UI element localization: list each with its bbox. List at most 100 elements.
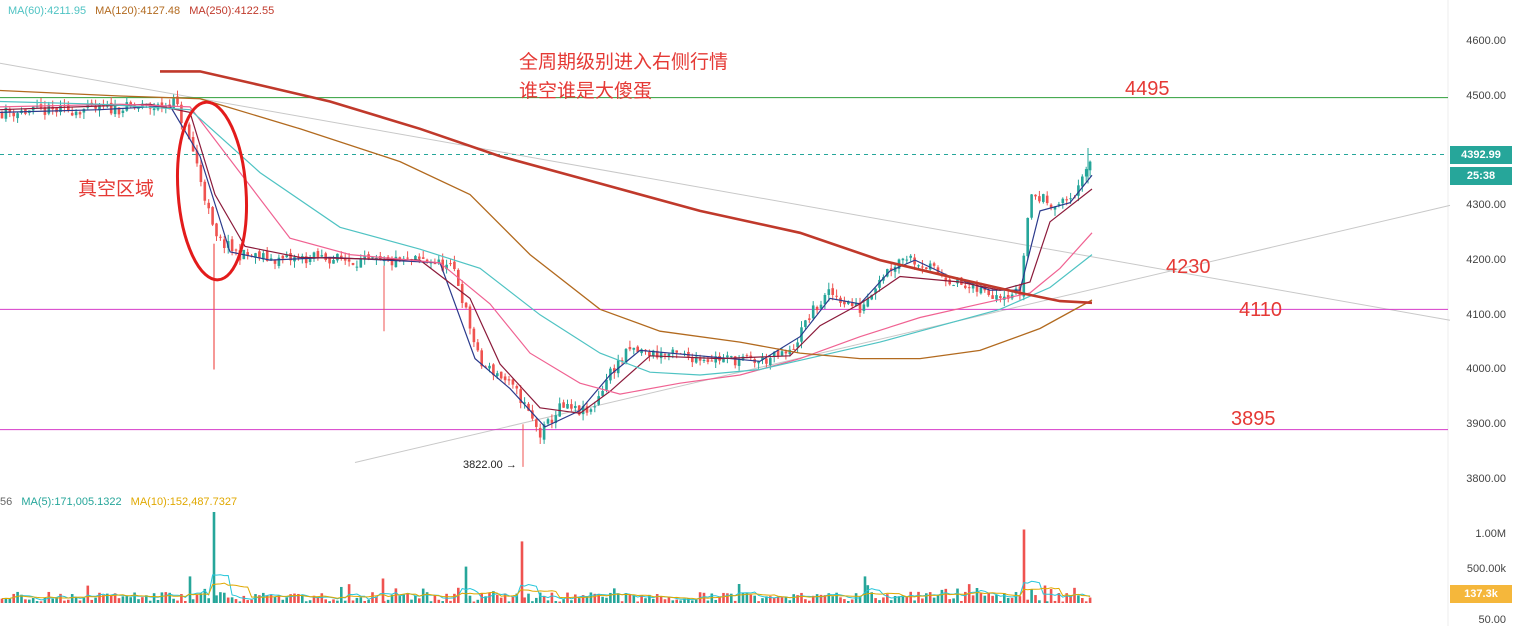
volume-bar — [367, 599, 370, 603]
candle-body — [332, 259, 335, 264]
candle-body — [960, 277, 963, 285]
y-tick-3900: 3900.00 — [1466, 418, 1506, 430]
volume-ma10-legend: MA(10):152,487.7327 — [130, 496, 238, 508]
candle-body — [648, 351, 651, 357]
volume-bar — [1014, 592, 1018, 603]
candle-body — [176, 96, 179, 105]
candle-body — [870, 294, 873, 300]
volume-bar — [995, 594, 998, 603]
volume-bar — [554, 601, 558, 603]
volume-bar — [558, 601, 561, 603]
candle-body — [1049, 204, 1053, 209]
candle-body — [570, 404, 573, 409]
volume-bar — [215, 595, 218, 603]
volume-bar — [106, 593, 109, 603]
candle-body — [850, 302, 854, 306]
candle-body — [538, 427, 542, 438]
volume-bar — [917, 591, 920, 603]
candle-body — [858, 302, 862, 313]
candle-body — [277, 257, 281, 266]
candle-body — [1045, 195, 1049, 204]
volume-bar — [363, 600, 366, 603]
volume-bar — [741, 592, 745, 603]
volume-bar — [188, 576, 192, 603]
candle-body — [632, 347, 636, 350]
volume-bar — [20, 594, 23, 603]
candle-body — [320, 255, 324, 257]
candle-body — [1006, 295, 1010, 299]
volume-bar — [28, 599, 31, 603]
candle-body — [433, 263, 437, 265]
volume-bar — [769, 596, 772, 603]
candle-body — [464, 302, 468, 308]
candle-body — [351, 263, 355, 265]
volume-bar — [788, 600, 792, 603]
volume-bar — [1018, 596, 1022, 603]
ma120-legend: MA(120):4127.48 — [95, 5, 181, 17]
candle-body — [187, 124, 191, 140]
volume-bar — [909, 591, 912, 603]
candle-body — [340, 255, 343, 259]
volume-bar — [823, 595, 827, 603]
volume-bar — [129, 597, 132, 603]
y-tick-4300: 4300.00 — [1466, 199, 1506, 211]
candle-body — [449, 263, 452, 265]
volume-bar — [648, 594, 651, 603]
volume-bar — [1057, 593, 1061, 603]
volume-bar — [671, 600, 675, 603]
candle-body — [453, 261, 456, 270]
volume-bar — [308, 600, 312, 603]
volume-bar — [925, 593, 928, 603]
candle-body — [554, 415, 558, 424]
candle-body — [109, 102, 113, 114]
candle-body — [811, 305, 815, 319]
candle-body — [854, 303, 858, 307]
candle-body — [905, 259, 909, 261]
candle-body — [757, 361, 760, 364]
candle-body — [979, 287, 983, 294]
volume-bar — [382, 601, 386, 603]
candle-body — [776, 350, 780, 357]
volume-bar — [12, 593, 15, 603]
volume-bar — [831, 596, 834, 603]
candle-body — [597, 396, 600, 405]
volume-bar — [679, 600, 682, 603]
candle-body — [507, 379, 511, 381]
candle-body — [971, 283, 975, 289]
volume-bar — [492, 591, 495, 603]
volume-bar — [343, 600, 347, 603]
volume-bar — [520, 541, 524, 603]
low-price-marker: 3822.00 → — [463, 459, 517, 471]
volume-bar — [535, 597, 538, 603]
candle-body — [769, 358, 772, 366]
volume-bar — [800, 592, 803, 603]
volume-bar — [117, 598, 121, 603]
volume-bar — [901, 595, 905, 603]
volume-bar — [523, 597, 526, 603]
candle-body — [437, 259, 441, 263]
candle-body — [0, 112, 4, 119]
candle-body — [488, 365, 491, 369]
annotation-title-line2: 谁空谁是大傻蛋 — [519, 80, 653, 102]
candle-body — [281, 255, 285, 259]
volume-bar — [987, 593, 990, 603]
volume-bar — [219, 592, 222, 603]
volume-bar — [710, 593, 714, 603]
candle-body — [675, 350, 678, 353]
volume-bar — [258, 595, 261, 603]
candle-body — [952, 285, 955, 287]
candle-body — [1088, 161, 1092, 171]
volume-bar — [351, 600, 355, 603]
candle-body — [499, 371, 503, 379]
candle-body — [909, 255, 912, 258]
volume-bar — [1045, 601, 1049, 603]
volume-bar — [971, 595, 975, 603]
candle-body — [593, 406, 597, 408]
volume-bar — [242, 595, 246, 603]
volume-bar — [429, 601, 433, 603]
countdown-tag: 25:38 — [1450, 167, 1512, 185]
volume-bar — [250, 599, 253, 603]
volume-bar — [733, 600, 737, 603]
candle-body — [991, 295, 994, 299]
